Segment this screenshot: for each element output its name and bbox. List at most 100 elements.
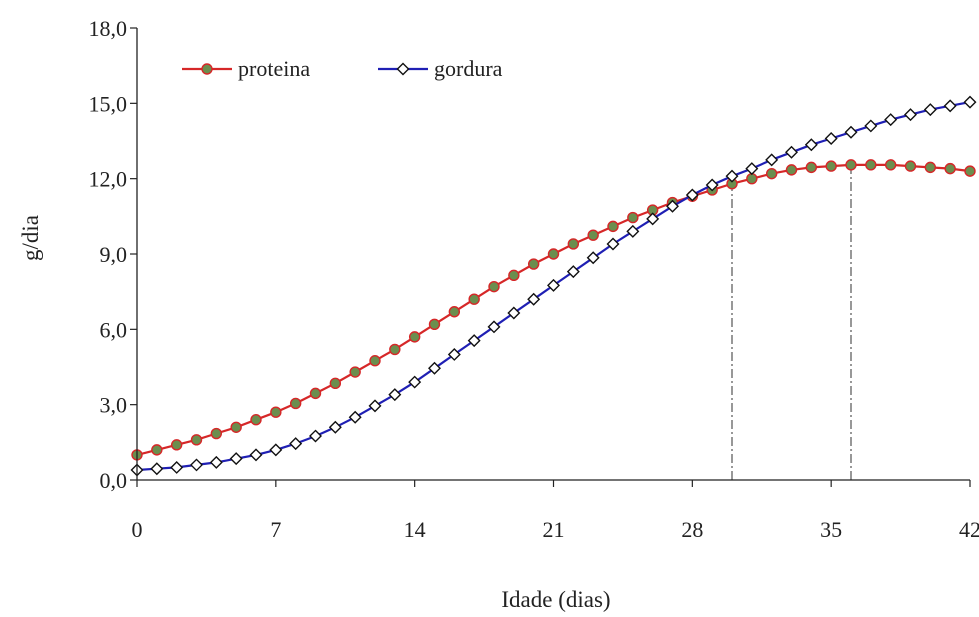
x-tick-label: 0	[132, 517, 143, 542]
data-point-proteina	[587, 229, 599, 241]
data-point-gordura	[507, 306, 521, 320]
data-point-proteina	[785, 164, 798, 176]
y-tick-label: 3,0	[100, 393, 128, 418]
data-point-proteina	[527, 258, 540, 270]
data-point-proteina	[765, 167, 778, 180]
data-point-gordura	[328, 420, 342, 434]
data-point-proteina	[151, 444, 163, 456]
data-point-gordura	[249, 448, 263, 462]
series-lines	[130, 95, 977, 477]
legend-item-gordura: gordura	[378, 56, 503, 81]
data-point-gordura	[150, 462, 164, 476]
data-point-proteina	[408, 331, 421, 343]
data-point-proteina	[210, 427, 223, 440]
data-point-gordura	[884, 113, 898, 127]
data-point-proteina	[627, 211, 639, 224]
data-point-gordura	[487, 320, 501, 334]
data-point-proteina	[508, 269, 520, 282]
x-tick-label: 7	[270, 517, 281, 542]
series-line-proteina	[136, 163, 971, 456]
reference-lines	[731, 164, 852, 480]
x-tick-label: 42	[959, 517, 979, 542]
data-point-proteina	[964, 165, 976, 177]
data-point-proteina	[547, 248, 560, 260]
data-point-gordura	[666, 199, 679, 213]
data-point-proteina	[329, 377, 342, 390]
data-point-gordura	[963, 95, 977, 109]
data-point-proteina	[428, 318, 441, 331]
data-point-proteina	[389, 343, 401, 356]
data-point-proteina	[190, 434, 203, 446]
data-point-gordura	[309, 429, 322, 443]
data-point-gordura	[566, 265, 580, 279]
x-tick-label: 35	[820, 517, 842, 542]
legend-marker	[201, 63, 213, 75]
legend-label: proteina	[238, 56, 310, 81]
series-gordura	[130, 95, 977, 477]
data-point-proteina	[270, 406, 282, 418]
data-point-proteina	[924, 161, 937, 174]
data-point-proteina	[567, 238, 580, 250]
data-point-gordura	[269, 443, 283, 457]
data-point-gordura	[408, 375, 422, 389]
data-point-gordura	[428, 361, 441, 375]
data-point-gordura	[646, 212, 660, 226]
data-point-proteina	[170, 439, 183, 451]
data-point-proteina	[488, 280, 500, 293]
data-point-gordura	[765, 153, 779, 167]
x-tick-label: 21	[543, 517, 565, 542]
data-point-proteina	[845, 159, 857, 171]
data-point-gordura	[606, 237, 620, 251]
data-point-proteina	[289, 397, 302, 410]
x-axis-title: Idade (dias)	[501, 587, 610, 612]
data-point-gordura	[527, 292, 541, 306]
y-tick-label: 9,0	[100, 242, 128, 267]
data-point-proteina	[904, 160, 917, 172]
data-point-proteina	[448, 306, 461, 318]
y-axis-ticks: 0,0 3,0 6,0 9,0 12,0 15,0 18,0	[89, 16, 137, 493]
data-point-proteina	[349, 366, 361, 378]
data-point-gordura	[229, 452, 243, 466]
x-axis-ticks: 0 7 14 21 28 35 42	[132, 480, 979, 542]
data-point-gordura	[844, 125, 858, 139]
data-point-gordura	[923, 103, 937, 117]
data-point-gordura	[467, 334, 481, 348]
data-point-proteina	[369, 355, 381, 367]
y-tick-label: 12,0	[89, 167, 128, 192]
legend-label: gordura	[434, 56, 503, 81]
x-tick-label: 28	[681, 517, 703, 542]
data-point-gordura	[864, 119, 878, 133]
y-tick-label: 6,0	[100, 317, 128, 342]
data-point-gordura	[190, 458, 203, 472]
data-point-proteina	[944, 162, 956, 175]
data-point-gordura	[586, 251, 600, 265]
data-point-gordura	[804, 138, 818, 152]
data-point-gordura	[368, 399, 382, 413]
data-point-gordura	[626, 224, 640, 238]
data-point-gordura	[388, 388, 402, 402]
legend: proteina gordura	[182, 56, 503, 81]
x-tick-label: 14	[404, 517, 426, 542]
data-point-gordura	[785, 145, 798, 159]
data-point-proteina	[865, 159, 877, 171]
y-axis-title: g/dia	[18, 215, 43, 261]
data-point-gordura	[685, 188, 699, 202]
data-point-proteina	[746, 172, 758, 185]
data-point-gordura	[209, 455, 223, 469]
data-point-gordura	[725, 169, 739, 183]
legend-item-proteina: proteina	[182, 56, 310, 81]
data-point-proteina	[805, 161, 818, 174]
data-point-proteina	[309, 387, 322, 400]
series-proteina	[131, 159, 976, 461]
y-tick-label: 18,0	[89, 16, 128, 41]
data-point-proteina	[607, 220, 619, 233]
y-tick-label: 0,0	[100, 468, 128, 493]
data-point-gordura	[289, 437, 303, 451]
data-point-gordura	[904, 108, 917, 122]
data-point-gordura	[547, 278, 560, 292]
data-point-gordura	[170, 460, 184, 474]
data-point-gordura	[348, 410, 362, 424]
legend-marker	[396, 62, 410, 76]
data-point-proteina	[468, 293, 480, 305]
